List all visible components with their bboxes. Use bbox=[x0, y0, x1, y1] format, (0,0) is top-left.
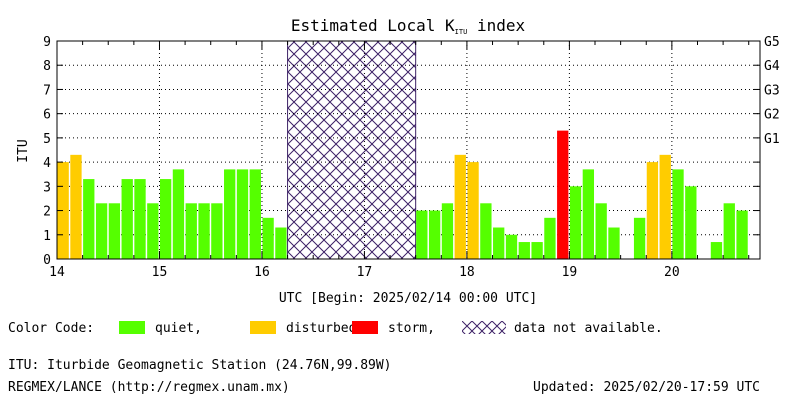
bar-quiet bbox=[608, 227, 620, 259]
bar-quiet bbox=[211, 203, 223, 259]
bar-quiet bbox=[633, 217, 646, 259]
y-tick-label: 5 bbox=[43, 132, 51, 147]
bar-quiet bbox=[416, 210, 428, 259]
bar-quiet bbox=[185, 203, 197, 259]
bar-quiet bbox=[569, 186, 582, 259]
bar-quiet bbox=[710, 242, 723, 259]
bar-disturbed bbox=[467, 162, 479, 259]
bar-quiet bbox=[134, 179, 146, 259]
x-tick-label: 19 bbox=[562, 265, 578, 280]
legend-label-storm: storm, bbox=[388, 321, 435, 336]
updated-timestamp: Updated: 2025/02/20-17:59 UTC bbox=[533, 380, 760, 395]
bar-disturbed bbox=[57, 162, 69, 259]
bar-quiet bbox=[672, 169, 684, 259]
bar-quiet bbox=[236, 169, 249, 259]
x-tick-label: 17 bbox=[357, 265, 373, 280]
bar-quiet bbox=[582, 169, 595, 259]
bar-quiet bbox=[249, 169, 261, 259]
y-tick-label: 0 bbox=[43, 253, 51, 268]
chart-title: Estimated Local KITU index bbox=[291, 16, 526, 36]
legend-label-disturbed: disturbed, bbox=[286, 321, 365, 336]
y-tick-label: 3 bbox=[43, 180, 51, 195]
data-unavailable-region bbox=[287, 41, 417, 259]
bar-quiet bbox=[108, 203, 121, 259]
bars bbox=[57, 130, 748, 259]
legend-swatch-quiet bbox=[119, 321, 145, 334]
g-scale-label: G3 bbox=[764, 83, 780, 98]
bar-quiet bbox=[198, 203, 210, 259]
y-tick-label: 9 bbox=[43, 35, 51, 50]
bar-quiet bbox=[428, 210, 441, 259]
axis-ticks bbox=[56, 40, 760, 260]
bar-quiet bbox=[723, 203, 735, 259]
bar-quiet bbox=[493, 227, 505, 259]
legend-swatch-disturbed bbox=[250, 321, 276, 334]
bar-storm bbox=[557, 130, 569, 259]
bar-quiet bbox=[275, 227, 287, 259]
bar-quiet bbox=[685, 186, 697, 259]
right-axis-labels: G1 G2 G3 G4 G5 bbox=[764, 35, 780, 147]
legend-title: Color Code: bbox=[8, 321, 95, 336]
x-axis-label: UTC [Begin: 2025/02/14 00:00 UTC] bbox=[279, 291, 537, 306]
bar-quiet bbox=[83, 179, 95, 259]
bar-quiet bbox=[262, 217, 274, 259]
station-info: ITU: Iturbide Geomagnetic Station (24.76… bbox=[8, 358, 392, 373]
bar-quiet bbox=[147, 203, 159, 259]
x-tick-label: 18 bbox=[459, 265, 475, 280]
y-tick-label: 6 bbox=[43, 108, 51, 123]
unavailable-hatch bbox=[287, 41, 416, 259]
y-tick-labels: 0 1 2 3 4 5 6 7 8 9 bbox=[43, 35, 51, 268]
bar-disturbed bbox=[454, 154, 466, 259]
x-tick-labels: 14 15 16 17 18 19 20 bbox=[49, 265, 680, 280]
y-tick-label: 2 bbox=[43, 205, 51, 220]
bar-disturbed bbox=[70, 154, 82, 259]
bar-quiet bbox=[121, 179, 133, 259]
x-tick-label: 20 bbox=[664, 265, 680, 280]
bar-quiet bbox=[505, 234, 518, 259]
bar-quiet bbox=[736, 210, 748, 259]
bar-disturbed bbox=[646, 162, 659, 259]
bar-quiet bbox=[531, 242, 543, 259]
legend-label-quiet: quiet, bbox=[155, 321, 202, 336]
plot-frame bbox=[56, 40, 761, 260]
bar-disturbed bbox=[659, 154, 671, 259]
y-axis-label: ITU bbox=[16, 139, 31, 162]
y-tick-label: 7 bbox=[43, 83, 51, 98]
y-tick-label: 8 bbox=[43, 59, 51, 74]
g-scale-label: G4 bbox=[764, 59, 780, 74]
x-tick-label: 15 bbox=[152, 265, 168, 280]
g-scale-label: G5 bbox=[764, 35, 780, 50]
bar-quiet bbox=[480, 203, 492, 259]
bar-quiet bbox=[95, 203, 108, 259]
bar-quiet bbox=[172, 169, 185, 259]
y-tick-label: 4 bbox=[43, 156, 51, 171]
g-scale-label: G2 bbox=[764, 108, 780, 123]
bar-quiet bbox=[224, 169, 236, 259]
x-tick-label: 14 bbox=[49, 265, 65, 280]
legend-swatch-storm bbox=[352, 321, 378, 334]
legend-label-unavailable: data not available. bbox=[514, 321, 663, 336]
x-tick-label: 16 bbox=[254, 265, 270, 280]
bar-quiet bbox=[441, 203, 454, 259]
legend-swatch-unavailable bbox=[462, 321, 506, 334]
bar-quiet bbox=[518, 242, 530, 259]
source-info: REGMEX/LANCE (http://regmex.unam.mx) bbox=[8, 380, 290, 395]
g-scale-label: G1 bbox=[764, 132, 780, 147]
y-tick-label: 1 bbox=[43, 229, 51, 244]
bar-quiet bbox=[544, 217, 556, 259]
bar-quiet bbox=[159, 179, 172, 259]
bar-quiet bbox=[595, 203, 607, 259]
